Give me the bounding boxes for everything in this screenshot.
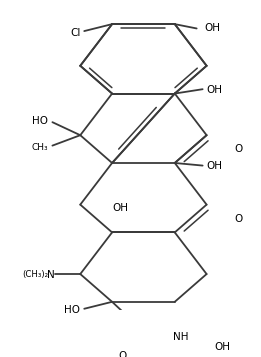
Text: OH: OH	[207, 85, 223, 95]
Text: (CH₃)₂: (CH₃)₂	[22, 270, 49, 280]
Text: N: N	[47, 270, 54, 280]
Text: CH₃: CH₃	[32, 143, 49, 152]
Text: OH: OH	[215, 342, 230, 352]
Text: OH: OH	[207, 161, 223, 171]
Text: HO: HO	[32, 116, 49, 126]
Text: O: O	[118, 352, 126, 357]
Text: NH: NH	[173, 332, 188, 342]
Text: OH: OH	[205, 22, 221, 32]
Text: Cl: Cl	[70, 28, 80, 38]
Text: O: O	[234, 213, 243, 223]
Text: O: O	[234, 144, 243, 154]
Text: OH: OH	[112, 203, 128, 213]
Text: HO: HO	[64, 306, 80, 316]
